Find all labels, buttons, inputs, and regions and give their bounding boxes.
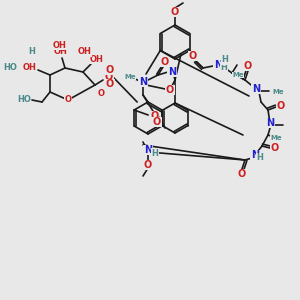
Text: O: O (64, 95, 71, 104)
Text: O: O (106, 79, 114, 89)
Text: N: N (139, 77, 147, 87)
Text: N: N (214, 60, 222, 70)
Text: Me: Me (232, 72, 244, 78)
Text: O: O (150, 111, 158, 121)
Text: Me: Me (272, 89, 284, 95)
Text: O: O (144, 160, 152, 170)
Text: O: O (244, 61, 252, 71)
Text: OH: OH (23, 64, 37, 73)
Text: N: N (144, 145, 152, 155)
Text: H: H (152, 148, 158, 158)
Text: HO: HO (17, 94, 31, 103)
Text: Me: Me (270, 135, 282, 141)
Text: O: O (98, 88, 104, 98)
Text: Me: Me (124, 74, 136, 80)
Text: N: N (251, 150, 259, 160)
Text: OH: OH (78, 47, 92, 56)
Text: OH: OH (53, 40, 67, 50)
Text: N: N (252, 84, 260, 94)
Text: OH: OH (54, 47, 68, 56)
Text: O: O (277, 101, 285, 111)
Text: N: N (168, 67, 176, 77)
Text: O: O (106, 65, 114, 75)
Text: H: H (220, 62, 227, 71)
Text: H: H (28, 47, 35, 56)
Text: H: H (256, 154, 263, 163)
Text: O: O (161, 57, 169, 67)
Text: H: H (222, 56, 228, 64)
Text: O: O (153, 117, 161, 127)
Text: HO: HO (3, 62, 17, 71)
Text: O: O (238, 169, 246, 179)
Text: O: O (171, 7, 179, 17)
Text: O: O (271, 143, 279, 153)
Text: OH: OH (90, 55, 104, 64)
Text: O: O (189, 51, 197, 61)
Text: N: N (266, 118, 274, 128)
Text: O: O (105, 72, 113, 82)
Text: O: O (166, 85, 174, 95)
